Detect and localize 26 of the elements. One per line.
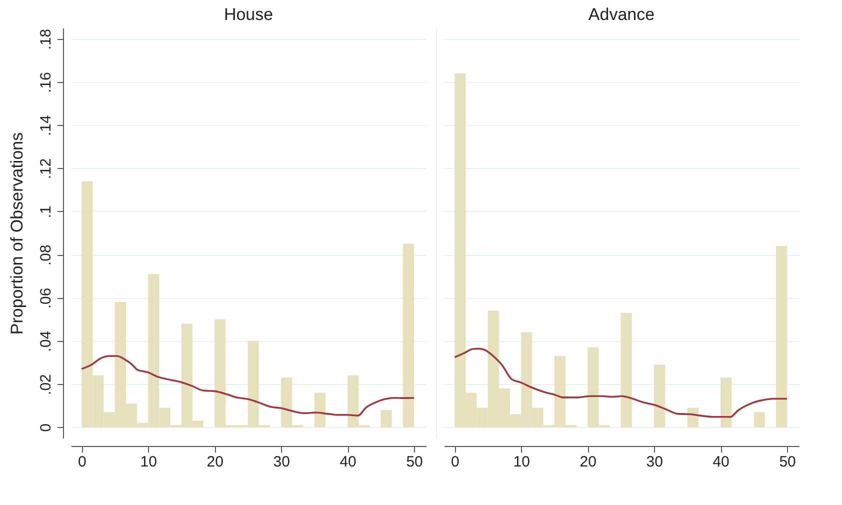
y-tick-label: .06 bbox=[38, 288, 54, 309]
x-tick-label: 20 bbox=[206, 454, 224, 470]
x-tick-label: 40 bbox=[340, 454, 356, 470]
line-series bbox=[80, 355, 415, 416]
x-tick-label: 10 bbox=[140, 454, 157, 470]
x-tick-label: 20 bbox=[580, 454, 596, 470]
x-tick-label: 30 bbox=[273, 454, 290, 470]
x-tick-label: 40 bbox=[712, 454, 730, 470]
y-tick-label: .12 bbox=[38, 158, 54, 180]
x-tick-label: 50 bbox=[406, 454, 423, 470]
y-axis-title: Proportion of Observations bbox=[8, 132, 26, 335]
x-tick-label: 0 bbox=[450, 454, 460, 470]
chart-title: Advance bbox=[588, 5, 655, 24]
x-tick-label: 0 bbox=[78, 454, 86, 470]
x-tick-label: 50 bbox=[779, 454, 796, 470]
y-tick-label: .18 bbox=[38, 28, 54, 50]
x-tick-label: 30 bbox=[646, 454, 663, 470]
y-tick-label: .16 bbox=[38, 72, 54, 93]
y-tick-label: .02 bbox=[38, 374, 54, 395]
y-tick-label: .08 bbox=[38, 244, 54, 266]
y-tick-label: .04 bbox=[38, 330, 54, 352]
y-tick-label: .1 bbox=[38, 206, 54, 218]
chart-title: House bbox=[224, 5, 274, 24]
y-tick-label: .14 bbox=[38, 115, 54, 136]
x-tick-label: 10 bbox=[513, 454, 530, 470]
y-tick-label: 0 bbox=[38, 424, 54, 432]
